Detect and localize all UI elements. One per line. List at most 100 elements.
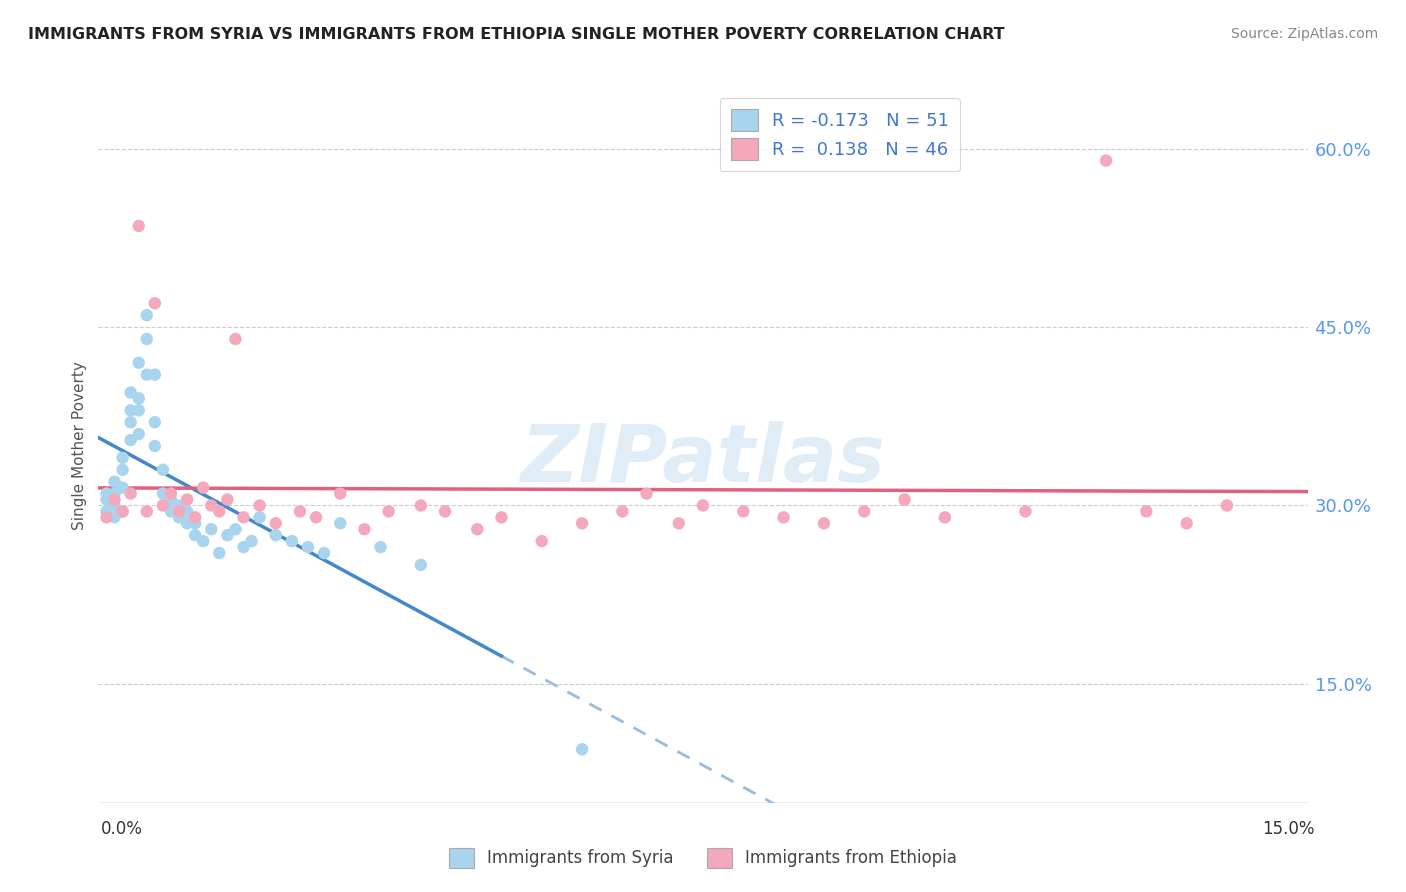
- Point: [208, 546, 231, 560]
- Point: [103, 499, 125, 513]
- Point: [465, 522, 488, 536]
- Point: [193, 534, 215, 549]
- Point: [329, 486, 352, 500]
- Point: [249, 499, 271, 513]
- Point: [893, 492, 915, 507]
- Point: [143, 415, 166, 429]
- Point: [224, 332, 246, 346]
- Point: [135, 308, 157, 322]
- Point: [96, 492, 118, 507]
- Point: [111, 504, 134, 518]
- Point: [377, 504, 399, 518]
- Point: [772, 510, 794, 524]
- Point: [571, 516, 593, 531]
- Point: [120, 486, 142, 500]
- Point: [1175, 516, 1198, 531]
- Point: [135, 504, 157, 518]
- Point: [111, 504, 134, 518]
- Point: [167, 504, 190, 518]
- Point: [176, 504, 198, 518]
- Point: [813, 516, 835, 531]
- Point: [530, 534, 553, 549]
- Point: [184, 510, 207, 524]
- Point: [167, 499, 190, 513]
- Point: [264, 528, 287, 542]
- Point: [208, 504, 231, 518]
- Text: ZIPatlas: ZIPatlas: [520, 421, 886, 500]
- Point: [224, 522, 246, 536]
- Point: [135, 332, 157, 346]
- Point: [143, 368, 166, 382]
- Text: 15.0%: 15.0%: [1263, 820, 1315, 838]
- Point: [409, 558, 432, 572]
- Point: [96, 510, 118, 524]
- Point: [692, 499, 714, 513]
- Point: [193, 481, 215, 495]
- Legend: Immigrants from Syria, Immigrants from Ethiopia: Immigrants from Syria, Immigrants from E…: [441, 841, 965, 875]
- Point: [103, 492, 125, 507]
- Point: [176, 516, 198, 531]
- Point: [297, 540, 319, 554]
- Point: [491, 510, 513, 524]
- Point: [1014, 504, 1036, 518]
- Point: [160, 486, 183, 500]
- Point: [1216, 499, 1239, 513]
- Point: [167, 510, 190, 524]
- Point: [1135, 504, 1157, 518]
- Legend: R = -0.173   N = 51, R =  0.138   N = 46: R = -0.173 N = 51, R = 0.138 N = 46: [720, 98, 960, 171]
- Point: [160, 492, 183, 507]
- Point: [111, 450, 134, 465]
- Point: [264, 516, 287, 531]
- Point: [111, 463, 134, 477]
- Point: [240, 534, 263, 549]
- Point: [103, 486, 125, 500]
- Point: [160, 504, 183, 518]
- Point: [128, 356, 150, 370]
- Point: [853, 504, 876, 518]
- Point: [152, 499, 174, 513]
- Point: [668, 516, 690, 531]
- Point: [1095, 153, 1118, 168]
- Point: [200, 522, 222, 536]
- Point: [111, 481, 134, 495]
- Point: [217, 492, 239, 507]
- Point: [103, 475, 125, 489]
- Point: [288, 504, 311, 518]
- Text: 0.0%: 0.0%: [101, 820, 143, 838]
- Text: IMMIGRANTS FROM SYRIA VS IMMIGRANTS FROM ETHIOPIA SINGLE MOTHER POVERTY CORRELAT: IMMIGRANTS FROM SYRIA VS IMMIGRANTS FROM…: [28, 27, 1005, 42]
- Point: [281, 534, 304, 549]
- Point: [353, 522, 375, 536]
- Point: [143, 439, 166, 453]
- Point: [314, 546, 336, 560]
- Point: [120, 403, 142, 417]
- Point: [143, 296, 166, 310]
- Point: [128, 403, 150, 417]
- Point: [120, 433, 142, 447]
- Point: [152, 486, 174, 500]
- Point: [184, 516, 207, 531]
- Point: [128, 427, 150, 442]
- Point: [434, 504, 457, 518]
- Point: [128, 219, 150, 233]
- Point: [120, 415, 142, 429]
- Point: [329, 516, 352, 531]
- Y-axis label: Single Mother Poverty: Single Mother Poverty: [72, 361, 87, 531]
- Point: [409, 499, 432, 513]
- Point: [636, 486, 658, 500]
- Point: [232, 540, 254, 554]
- Point: [232, 510, 254, 524]
- Point: [152, 463, 174, 477]
- Point: [934, 510, 956, 524]
- Point: [103, 510, 125, 524]
- Point: [305, 510, 328, 524]
- Point: [571, 742, 593, 756]
- Point: [217, 528, 239, 542]
- Point: [249, 510, 271, 524]
- Point: [370, 540, 392, 554]
- Point: [612, 504, 634, 518]
- Point: [176, 492, 198, 507]
- Point: [96, 486, 118, 500]
- Point: [96, 504, 118, 518]
- Point: [733, 504, 755, 518]
- Point: [120, 385, 142, 400]
